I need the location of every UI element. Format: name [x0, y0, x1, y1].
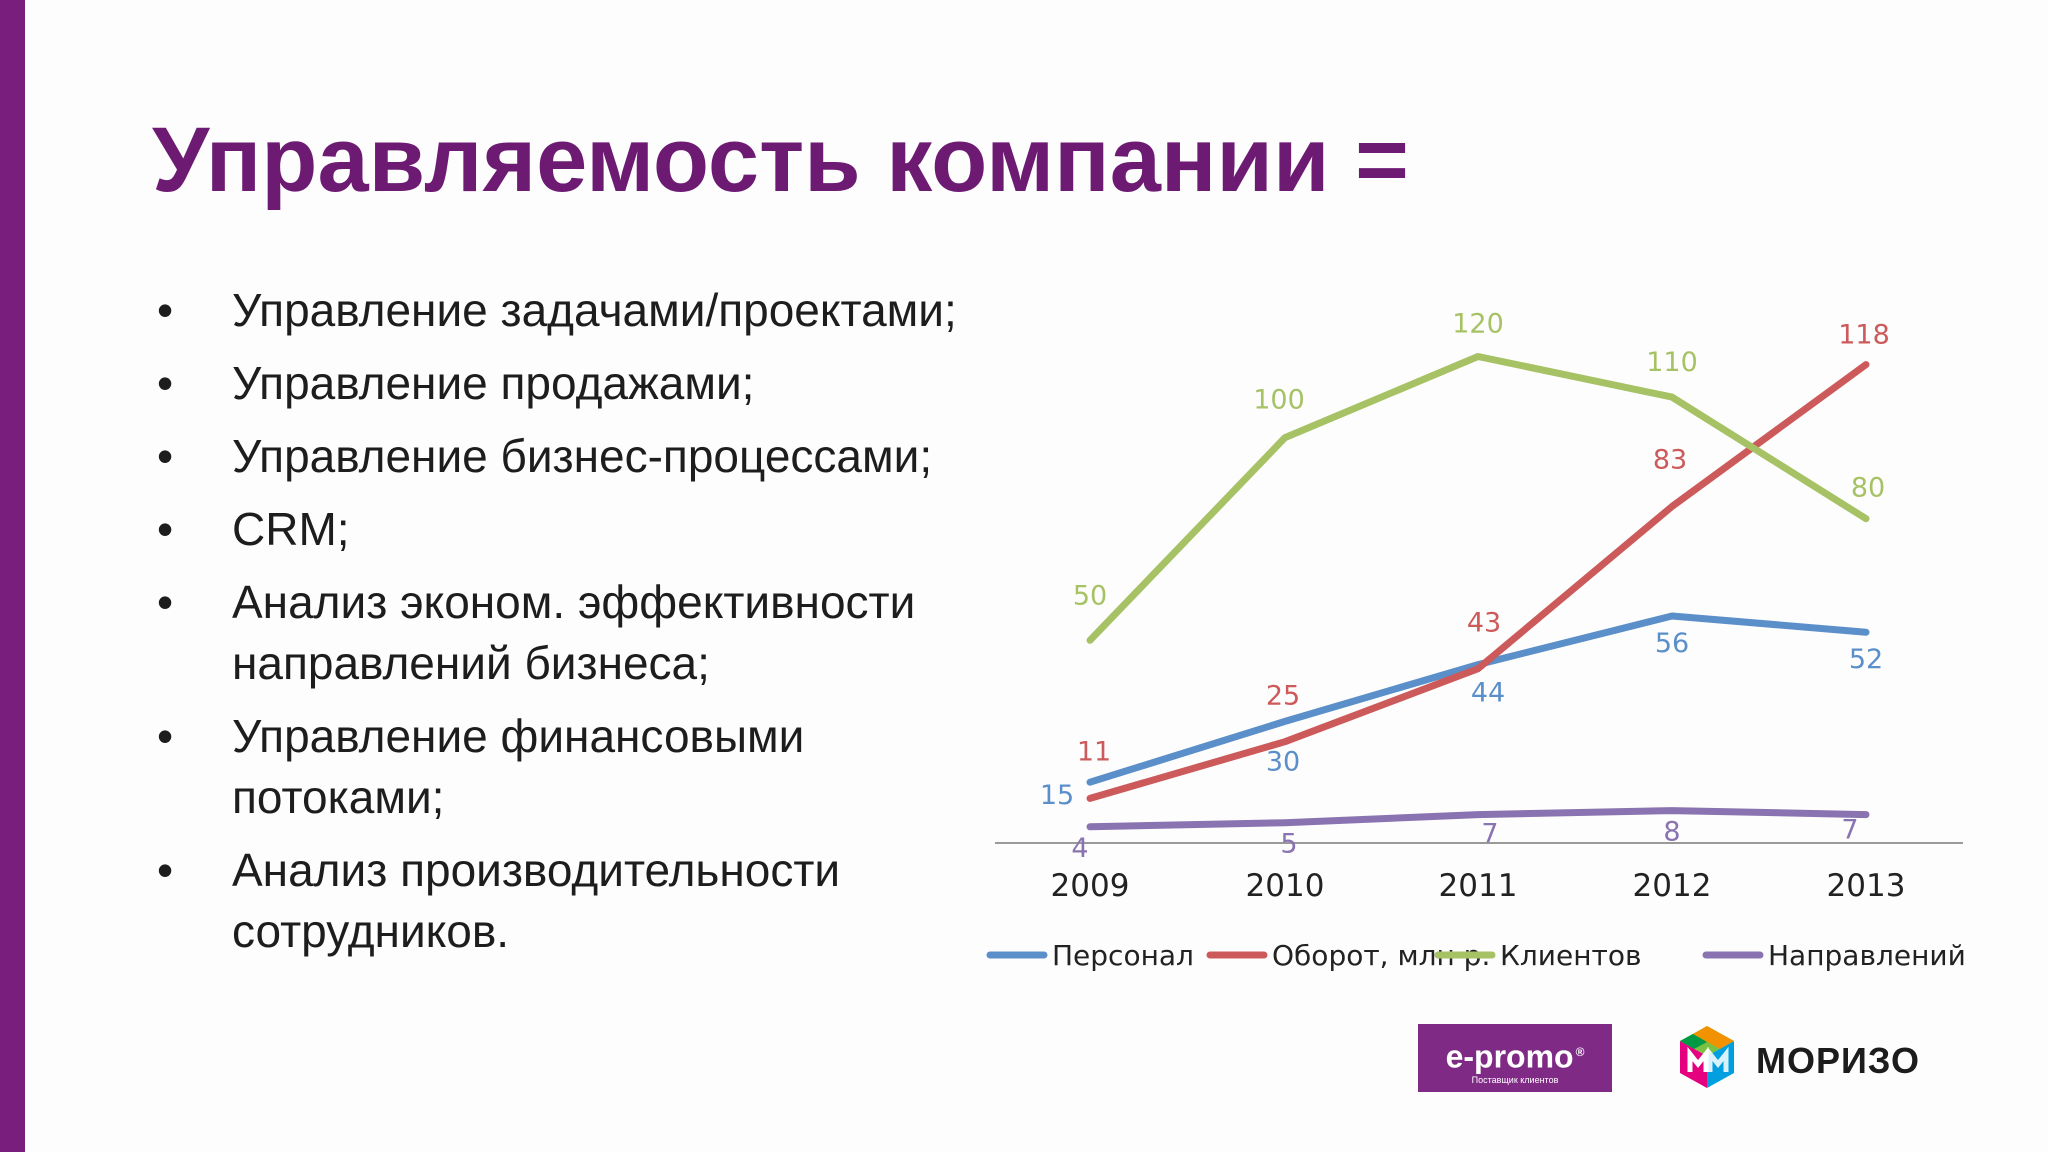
- bullet-list: • Управление задачами/проектами; • Управлен…: [150, 280, 990, 974]
- data-label: 83: [1653, 445, 1687, 476]
- data-label: 56: [1655, 628, 1689, 659]
- bullet-text: Управление бизнес-процессами;: [232, 430, 933, 482]
- bullet-text: Управление финансовыми потоками;: [232, 710, 805, 823]
- bullet-text: Управление продажами;: [232, 357, 755, 409]
- data-label: 120: [1452, 309, 1504, 340]
- data-label: 7: [1841, 815, 1858, 846]
- bullet-dot-icon: •: [156, 710, 174, 762]
- data-label: 50: [1073, 580, 1107, 611]
- bullet-item: • Управление продажами;: [150, 353, 990, 414]
- e-promo-logo-text: e-promo: [1445, 1038, 1574, 1075]
- data-label: 15: [1040, 780, 1074, 811]
- bullet-item: • Анализ эконом. эффективности направлени…: [150, 572, 990, 694]
- data-label: 43: [1467, 608, 1501, 639]
- slide-title: Управляемость компании =: [152, 109, 1409, 211]
- data-label: 25: [1266, 681, 1300, 712]
- x-tick-label: 2009: [1051, 868, 1130, 904]
- bullet-item: • Управление финансовыми потоками;: [150, 706, 990, 828]
- series-line: [1086, 807, 1870, 831]
- data-label: 30: [1266, 746, 1300, 777]
- x-tick-label: 2012: [1633, 868, 1712, 904]
- registered-mark: ®: [1575, 1045, 1585, 1059]
- data-label: 100: [1253, 385, 1305, 416]
- bullet-dot-icon: •: [156, 503, 174, 555]
- legend-label: Персонал: [1052, 939, 1194, 972]
- data-label: 80: [1851, 473, 1885, 504]
- data-label: 4: [1071, 833, 1088, 864]
- bullet-item: • Анализ производительности сотрудников.: [150, 840, 990, 962]
- bullet-text: Анализ эконом. эффективности направлений…: [232, 576, 916, 689]
- bullet-text: Управление задачами/проектами;: [232, 284, 957, 336]
- legend-label: Клиентов: [1500, 939, 1641, 972]
- legend-label: Направлений: [1768, 939, 1966, 972]
- morizo-logo: МОРИЗО: [1676, 1024, 1919, 1094]
- data-label: 118: [1838, 320, 1890, 351]
- data-label: 7: [1481, 819, 1498, 850]
- data-label: 11: [1077, 736, 1111, 767]
- x-tick-label: 2010: [1246, 868, 1325, 904]
- x-tick-label: 2011: [1439, 868, 1518, 904]
- morizo-logo-text: МОРИЗО: [1756, 1040, 1920, 1081]
- bullet-text: Анализ производительности сотрудников.: [232, 844, 841, 957]
- line-chart: 15 30 44 56 52 11 25 43 83 118 50 100 120 110 80 4 5 7 8 7 2…: [986, 309, 1966, 972]
- x-tick-label: 2013: [1827, 868, 1906, 904]
- data-label: 52: [1849, 644, 1883, 675]
- bullet-item: • Управление задачами/проектами;: [150, 280, 990, 341]
- e-promo-logo: e-promo ® Поставщик клиентов: [1418, 1024, 1612, 1092]
- data-label: 5: [1280, 829, 1297, 860]
- series-line: [1086, 361, 1870, 802]
- bullet-text: CRM;: [232, 503, 350, 555]
- bullet-item: • CRM;: [150, 499, 990, 560]
- bullet-dot-icon: •: [156, 844, 174, 896]
- bullet-dot-icon: •: [156, 284, 174, 336]
- morizo-cube-icon: [1680, 1026, 1734, 1088]
- data-label: 8: [1663, 817, 1680, 848]
- e-promo-tagline: Поставщик клиентов: [1471, 1074, 1559, 1085]
- bullet-item: • Управление бизнес-процессами;: [150, 426, 990, 487]
- bullet-dot-icon: •: [156, 430, 174, 482]
- accent-bar: [0, 0, 25, 1152]
- bullet-dot-icon: •: [156, 576, 174, 628]
- bullet-dot-icon: •: [156, 357, 174, 409]
- data-label: 110: [1646, 347, 1698, 378]
- series-line: [1086, 353, 1870, 644]
- data-label: 44: [1471, 678, 1505, 709]
